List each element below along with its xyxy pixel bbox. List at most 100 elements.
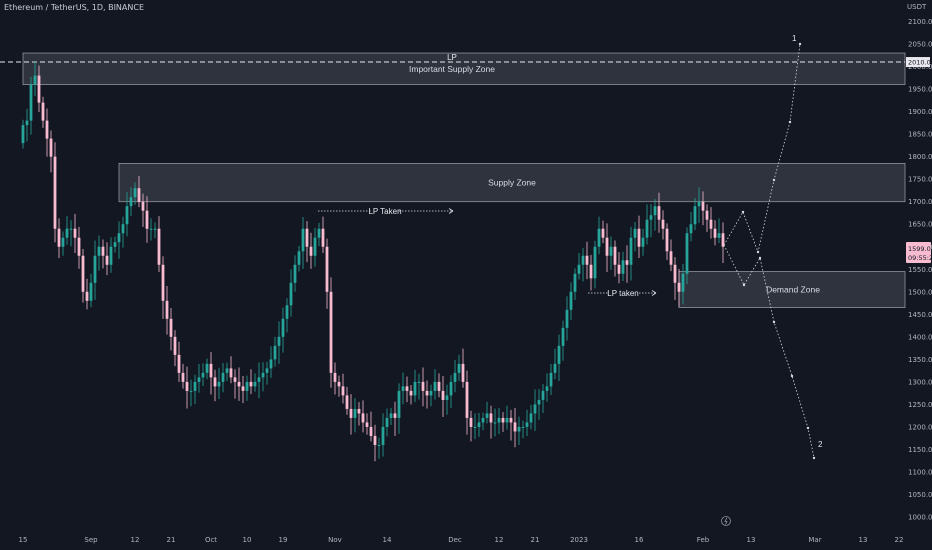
candle — [241, 386, 245, 391]
y-tick-label: 1500.00 — [908, 288, 932, 296]
candle — [413, 381, 417, 396]
candle — [61, 237, 65, 247]
candle — [273, 345, 277, 360]
candle — [613, 246, 617, 265]
zones-layer: Important Supply Zone Supply Zone Demand Z… — [0, 52, 906, 308]
candle — [641, 237, 645, 247]
forecast-label-1: 1 — [792, 34, 797, 43]
candle — [409, 390, 413, 396]
candle — [429, 390, 433, 396]
candle — [537, 399, 541, 405]
candle — [497, 417, 501, 423]
candle — [245, 381, 249, 391]
candle — [661, 219, 665, 229]
candle — [593, 246, 597, 279]
y-tick-label: 1100.00 — [908, 469, 932, 477]
candle — [33, 75, 37, 85]
candle — [437, 381, 441, 391]
candle — [21, 125, 25, 144]
lp-taken-arrowhead — [448, 208, 454, 214]
x-tick-label: Oct — [205, 536, 217, 544]
candle — [41, 102, 45, 121]
candle — [109, 246, 113, 265]
candle — [617, 264, 621, 274]
candle — [541, 390, 545, 400]
candle — [177, 354, 181, 373]
candle — [561, 327, 565, 346]
y-tick-label: 1750.00 — [908, 176, 932, 184]
candle — [65, 228, 69, 238]
y-tick-label: 1200.00 — [908, 423, 932, 431]
x-tick-label: 19 — [279, 536, 288, 544]
candle — [477, 422, 481, 427]
lp-price-tag-text: 2010.00 — [908, 59, 932, 67]
candle — [521, 426, 525, 428]
y-tick-label: 1400.00 — [908, 333, 932, 341]
candle — [529, 413, 533, 423]
candle — [225, 368, 229, 373]
candle — [353, 408, 357, 418]
candle — [509, 417, 513, 423]
candle — [393, 413, 397, 418]
candle — [449, 381, 453, 396]
candle — [285, 305, 289, 319]
x-tick-label: Sep — [84, 536, 98, 544]
candle — [453, 372, 457, 382]
candle — [693, 206, 697, 225]
candle — [357, 408, 361, 414]
candle — [197, 377, 201, 382]
candle — [293, 264, 297, 283]
candle — [625, 260, 629, 265]
candle — [257, 377, 261, 382]
candle — [213, 377, 217, 387]
candle — [557, 345, 561, 364]
candle — [489, 413, 493, 423]
lp-taken-label: LP Taken — [368, 207, 401, 216]
candle — [633, 228, 637, 238]
candle — [645, 219, 649, 238]
candle — [493, 422, 497, 424]
candle — [153, 228, 157, 230]
price-unit: USDT — [907, 3, 927, 11]
candle — [445, 395, 449, 400]
candle — [97, 246, 101, 256]
candle — [585, 255, 589, 265]
forecast-label-2: 2 — [818, 440, 823, 449]
candle — [249, 381, 253, 387]
candle — [193, 381, 197, 391]
last-price-value: 1599.07 — [908, 245, 932, 253]
time-axis: 15 Sep 12 21 Oct 10 19 Nov 14 Dec 12 21 2023 16 Feb 13 M… — [19, 516, 903, 544]
candle — [333, 372, 337, 382]
candle — [205, 363, 209, 373]
forecast-up-node — [788, 120, 792, 124]
candle — [677, 282, 681, 292]
candle — [289, 282, 293, 306]
zone-label: Supply Zone — [488, 178, 536, 188]
annotations-layer: LP Taken LP taken 1 2 — [318, 34, 823, 460]
candle — [137, 188, 141, 202]
candle — [85, 291, 89, 301]
candle — [389, 413, 393, 418]
event-icon-bolt — [724, 517, 728, 525]
candle — [689, 224, 693, 234]
y-tick-label: 2050.00 — [908, 41, 932, 49]
y-tick-label: 1050.00 — [908, 491, 932, 499]
x-tick-label: 13 — [747, 536, 756, 544]
forecast-down-node — [790, 374, 794, 378]
candle — [485, 413, 489, 418]
y-tick-label: 1300.00 — [908, 378, 932, 386]
x-tick-label: Mar — [808, 536, 821, 544]
zone-box — [22, 52, 906, 85]
event-icon — [721, 516, 731, 526]
candle — [461, 363, 465, 382]
y-tick-label: 1450.00 — [908, 311, 932, 319]
candle — [129, 197, 133, 207]
y-tick-label: 1250.00 — [908, 401, 932, 409]
y-tick-label: 1650.00 — [908, 221, 932, 229]
last-price-countdown: 09:55:23 — [908, 254, 932, 262]
forecast-up-node — [798, 42, 802, 46]
candle — [329, 291, 333, 373]
candle — [277, 336, 281, 346]
candle — [589, 264, 593, 279]
